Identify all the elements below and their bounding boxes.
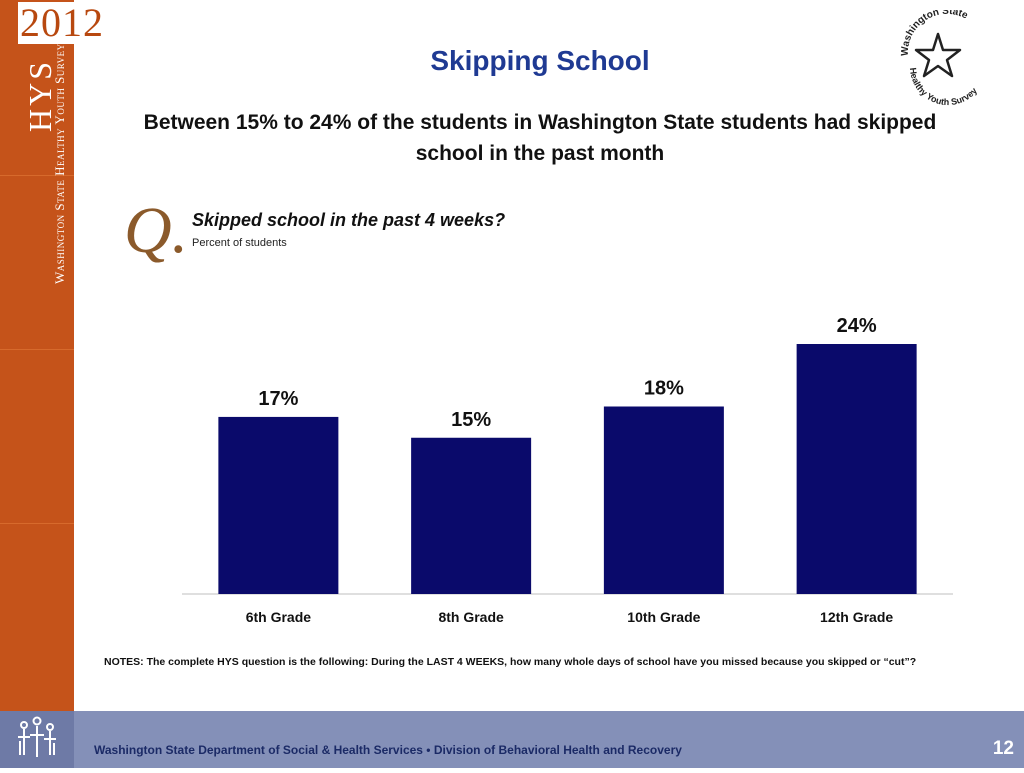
star-icon [914, 32, 962, 78]
question-marker: Q. [124, 194, 189, 267]
footer-text: Washington State Department of Social & … [94, 743, 682, 757]
data-label-1: 17% [258, 388, 298, 410]
question-subtext: Percent of students [192, 237, 287, 249]
footer-bar [0, 711, 1024, 768]
page-title: Skipping School [430, 45, 650, 76]
page-subtitle: Between 15% to 24% of the students in Wa… [143, 111, 937, 165]
bar-1 [218, 416, 339, 594]
hys-logo: Washington State Healthy Youth Survey [900, 10, 979, 107]
bar-chart: 17% 6th Grade 15% 8th Grade 18% 10th Grade 24%… [182, 315, 953, 625]
people-icon [18, 716, 56, 757]
question-text: Skipped school in the past 4 weeks? [192, 210, 506, 230]
x-tick-label-3: 10th Grade [627, 609, 700, 625]
bar-4 [796, 344, 917, 594]
bar-3 [603, 406, 724, 594]
x-tick-label-4: 12th Grade [820, 609, 893, 625]
sidebar-divider [0, 349, 74, 524]
notes-text: NOTES: The complete HYS question is the … [104, 656, 917, 668]
year-label: 2012 [18, 0, 106, 45]
sidebar-divider [0, 175, 74, 350]
sidebar [0, 0, 74, 711]
bar-2 [411, 437, 532, 594]
data-label-4: 24% [837, 315, 877, 337]
data-label-2: 15% [451, 409, 491, 431]
x-tick-label-1: 6th Grade [246, 609, 312, 625]
sidebar-divider [0, 523, 74, 712]
footer-logo [0, 711, 74, 768]
x-tick-label-2: 8th Grade [438, 609, 504, 625]
data-label-3: 18% [644, 378, 684, 400]
page-number: 12 [992, 738, 1014, 759]
